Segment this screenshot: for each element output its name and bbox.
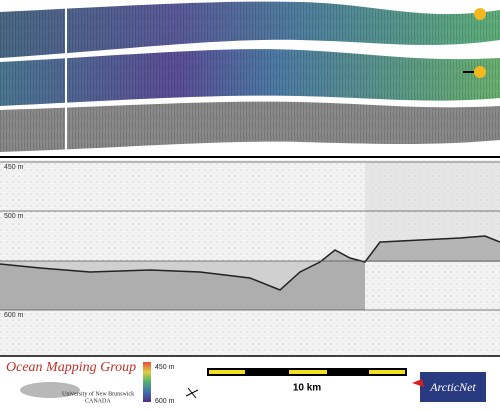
backscatter-texture: [0, 101, 500, 152]
scale-bar-segment: [289, 370, 327, 374]
logo-shape: [20, 382, 80, 398]
scale-bar-segment: [209, 370, 245, 374]
profile-panel: 450 m 500 m 600 m: [0, 160, 500, 355]
country: CANADA: [85, 398, 111, 404]
scale-label: 10 km: [293, 383, 321, 394]
partner-logo: [420, 372, 486, 402]
ship-icon: [474, 66, 486, 78]
seabed: [0, 235, 500, 291]
swath-texture: [0, 49, 500, 106]
ship-icon: [474, 8, 486, 20]
partner-leaf: [412, 379, 424, 387]
footer: Ocean Mapping Group University of New Br…: [6, 360, 486, 405]
swath-texture: [0, 1, 500, 58]
partner-name: ArcticNet: [429, 380, 476, 394]
depth-label: 450 m: [4, 164, 24, 171]
north-arrow: [185, 389, 199, 397]
scale-bar-segment: [369, 370, 405, 374]
color-scale-label: 450 m: [155, 364, 175, 371]
sediment: [0, 236, 500, 310]
color-scale-label: 600 m: [155, 398, 175, 405]
group-name: Ocean Mapping Group: [6, 360, 136, 375]
depth-label: 500 m: [4, 213, 24, 220]
color-scale: [143, 362, 151, 402]
swath-panel: [0, 0, 500, 152]
depth-label: 600 m: [4, 312, 24, 319]
university: University of New Brunswick: [62, 390, 134, 397]
